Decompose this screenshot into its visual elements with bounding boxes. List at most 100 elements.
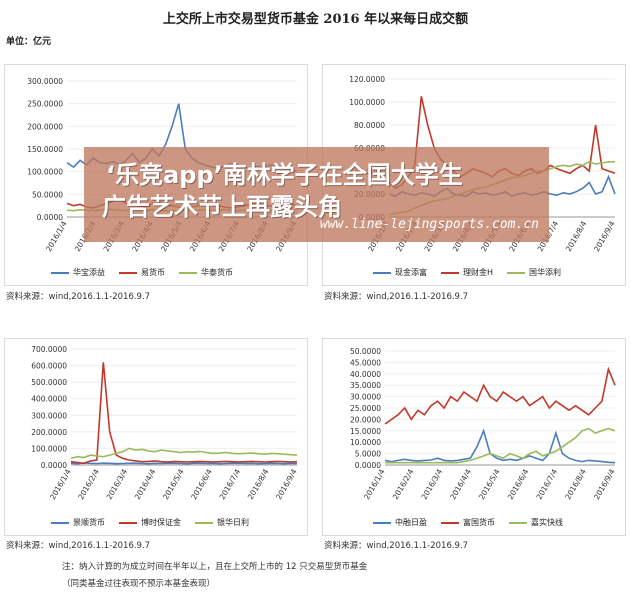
y-tick-label: 700.0000 bbox=[31, 345, 67, 354]
legend-label: 银华日利 bbox=[217, 518, 249, 527]
y-tick-label: 15.0000 bbox=[350, 427, 381, 436]
y-tick-label: 100.0000 bbox=[349, 98, 385, 107]
y-tick-label: 300.0000 bbox=[31, 411, 67, 420]
legend-label: 景顺货币 bbox=[73, 518, 105, 527]
chart-3-source: 资料来源：wind,2016.1.1-2016.9.7 bbox=[6, 541, 151, 551]
legend-item: 银华日利 bbox=[195, 517, 249, 528]
legend-swatch bbox=[195, 521, 213, 524]
x-tick-label: 2016/8/4 bbox=[563, 467, 588, 501]
legend-label: 嘉实快线 bbox=[531, 518, 563, 527]
y-tick-label: 0.0000 bbox=[41, 461, 67, 470]
legend-swatch bbox=[441, 271, 459, 274]
y-tick-label: 400.0000 bbox=[31, 395, 67, 404]
legend-item: 华宝添益 bbox=[51, 267, 105, 278]
y-tick-label: 30.0000 bbox=[350, 393, 381, 402]
y-tick-label: 200.0000 bbox=[27, 122, 63, 131]
legend-item: 理财金H bbox=[441, 267, 493, 278]
legend-swatch bbox=[119, 271, 137, 274]
x-tick-label: 2016/7/4 bbox=[535, 467, 560, 501]
legend-swatch bbox=[373, 271, 391, 274]
x-tick-label: 2016/9/4 bbox=[274, 467, 299, 501]
x-tick-label: 2016/2/4 bbox=[76, 467, 101, 501]
legend-label: 理财金H bbox=[463, 268, 494, 277]
x-tick-label: 2016/2/4 bbox=[391, 467, 416, 501]
legend-label: 中融日盈 bbox=[395, 518, 427, 527]
footnote-line-2: （同类基金过往表现不预示本基金表现） bbox=[62, 579, 216, 589]
series-line-1 bbox=[70, 462, 298, 465]
x-tick-label: 2016/5/4 bbox=[161, 467, 186, 501]
x-tick-label: 2016/8/4 bbox=[564, 219, 589, 253]
x-tick-label: 2016/9/4 bbox=[592, 467, 617, 501]
legend-item: 富国货币 bbox=[441, 517, 495, 528]
y-tick-label: 50.0000 bbox=[32, 190, 63, 199]
legend-item: 现金添富 bbox=[373, 267, 427, 278]
x-tick-label: 2016/4/4 bbox=[448, 467, 473, 501]
series-line-2 bbox=[70, 362, 298, 465]
y-tick-label: 100.0000 bbox=[27, 168, 63, 177]
legend-swatch bbox=[441, 521, 459, 524]
x-tick-label: 2016/7/4 bbox=[218, 467, 243, 501]
page-title: 上交所上市交易型货币基金 2016 年以来每日成交额 bbox=[162, 12, 469, 27]
y-tick-label: 10.0000 bbox=[350, 438, 381, 447]
chart-2-source: 资料来源：wind,2016.1.1-2016.9.7 bbox=[324, 292, 469, 302]
x-tick-label: 2016/4/4 bbox=[133, 467, 158, 501]
legend-label: 博时保证金 bbox=[141, 518, 181, 527]
y-tick-label: 45.0000 bbox=[350, 358, 381, 367]
y-tick-label: 40.0000 bbox=[350, 370, 381, 379]
chart-4-svg: 0.0000 5.0000 10.0000 15.0000 20.0000 25.0000… bbox=[350, 347, 617, 501]
watermark-banner: ‘乐竞app’南林学子在全国大学生 广告艺术节上再露头角 www.line-le… bbox=[84, 147, 549, 242]
x-tick-label: 2016/6/4 bbox=[189, 467, 214, 501]
legend-label: 华泰货币 bbox=[201, 268, 233, 277]
y-tick-label: 300.0000 bbox=[27, 77, 63, 86]
x-tick-label: 2016/3/4 bbox=[420, 467, 445, 501]
chart-1-legend: 华宝添益 易货币 华泰货币 bbox=[51, 267, 247, 278]
y-tick-label: 50.0000 bbox=[350, 347, 381, 356]
y-tick-label: 120.0000 bbox=[349, 75, 385, 84]
legend-item: 华泰货币 bbox=[179, 267, 233, 278]
legend-item: 嘉实快线 bbox=[509, 517, 563, 528]
x-tick-label: 2016/1/4 bbox=[44, 219, 69, 253]
y-tick-label: 0.0000 bbox=[355, 461, 381, 470]
footnote-line-1: 注：纳入计算的为成立时间在半年以上，且在上交所上市的 12 只交易型货币基金 bbox=[62, 562, 368, 572]
y-tick-label: 150.0000 bbox=[27, 145, 63, 154]
series-line-2 bbox=[384, 366, 616, 425]
y-tick-label: 20.0000 bbox=[350, 415, 381, 424]
y-tick-label: 25.0000 bbox=[350, 404, 381, 413]
chart-2-legend: 现金添富 理财金H 国华添利 bbox=[373, 267, 575, 278]
legend-item: 中融日盈 bbox=[373, 517, 427, 528]
chart-1-source: 资料来源：wind,2016.1.1-2016.9.7 bbox=[6, 292, 151, 302]
y-tick-label: 80.0000 bbox=[354, 121, 385, 130]
x-tick-label: 2016/8/4 bbox=[246, 467, 271, 501]
banner-url: www.line-lejingsports.com.cn bbox=[319, 217, 539, 232]
series-line-3 bbox=[70, 447, 298, 460]
chart-panel-4: 0.0000 5.0000 10.0000 15.0000 20.0000 25.0000… bbox=[322, 338, 626, 536]
series-line-3 bbox=[385, 427, 616, 464]
legend-label: 华宝添益 bbox=[73, 268, 105, 277]
x-tick-label: 2016/1/4 bbox=[48, 467, 73, 501]
legend-swatch bbox=[509, 521, 527, 524]
legend-swatch bbox=[119, 521, 137, 524]
legend-label: 易货币 bbox=[141, 268, 165, 277]
legend-label: 现金添富 bbox=[395, 268, 427, 277]
chart-3-legend: 景顺货币 博时保证金 银华日利 bbox=[51, 517, 263, 528]
y-tick-label: 5.0000 bbox=[355, 450, 381, 459]
chart-3-svg: 0.0000 100.0000 200.0000 300.0000 400.0000 50… bbox=[31, 345, 299, 501]
legend-item: 景顺货币 bbox=[51, 517, 105, 528]
chart-panel-3: 0.0000 100.0000 200.0000 300.0000 400.0000 50… bbox=[4, 338, 308, 536]
y-tick-label: 0.0000 bbox=[37, 213, 63, 222]
y-tick-label: 100.0000 bbox=[31, 444, 67, 453]
legend-item: 易货币 bbox=[119, 267, 165, 278]
legend-item: 博时保证金 bbox=[119, 517, 181, 528]
x-tick-label: 2016/5/4 bbox=[477, 467, 502, 501]
x-tick-label: 2016/9/4 bbox=[592, 219, 617, 253]
y-tick-label: 250.0000 bbox=[27, 100, 63, 109]
x-tick-label: 2016/1/4 bbox=[362, 467, 387, 501]
legend-swatch bbox=[507, 271, 526, 274]
x-tick-label: 2016/3/4 bbox=[105, 467, 130, 501]
legend-label: 富国货币 bbox=[463, 518, 495, 527]
banner-line-2: 广告艺术节上再露头角 bbox=[102, 193, 342, 221]
y-tick-label: 600.0000 bbox=[31, 362, 67, 371]
banner-line-1: ‘乐竞app’南林学子在全国大学生 bbox=[106, 161, 463, 189]
x-tick-label: 2016/6/4 bbox=[506, 467, 531, 501]
chart-4-legend: 中融日盈 富国货币 嘉实快线 bbox=[373, 517, 577, 528]
